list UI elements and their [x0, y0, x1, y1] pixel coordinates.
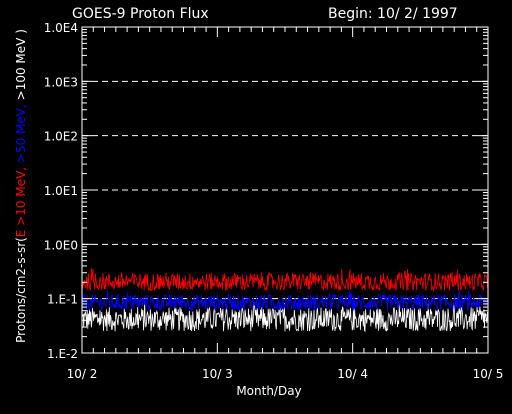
series-line-1: [81, 290, 489, 313]
series-line-2: [81, 300, 488, 333]
x-tick-labels: 10/ 2 10/ 3 10/ 4 10/ 5: [67, 367, 504, 381]
begin-date-label: Begin: 10/ 2/ 1997: [328, 6, 458, 22]
x-axis-label: Month/Day: [236, 384, 301, 398]
y-tick-label: 1.0E0: [44, 238, 78, 252]
chart-title: GOES-9 Proton Flux: [72, 6, 209, 22]
series-layer: [81, 268, 489, 333]
y-tick-label: 1.0E2: [44, 130, 78, 144]
y-axis-label-part-4: >100 MeV ): [14, 29, 28, 104]
gridlines: [82, 80, 488, 300]
y-tick-labels: 1.E-2 1.E-1 1.0E0 1.0E1 1.0E2 1.0E3 1.0E4: [44, 21, 78, 361]
x-tick-label: 10/ 2: [67, 367, 98, 381]
y-axis-label-part-0: Protons/cm2-s-sr(: [14, 237, 28, 343]
y-tick-label: 1.E-1: [47, 293, 78, 307]
y-axis-label-part-3: >50 MeV,: [14, 104, 28, 163]
y-tick-label: 1.0E3: [44, 75, 78, 89]
x-tick-label: 10/ 3: [202, 367, 233, 381]
y-tick-label: 1.0E1: [44, 184, 78, 198]
y-axis-label-part-1: E >10 MeV,: [14, 167, 28, 237]
series-line-0: [81, 268, 489, 292]
y-axis-label: Protons/cm2-s-sr(E >10 MeV, >50 MeV, >10…: [14, 29, 28, 343]
y-tick-label: 1.E-2: [47, 347, 78, 361]
x-tick-label: 10/ 5: [473, 367, 504, 381]
y-tick-label: 1.0E4: [44, 21, 78, 35]
x-tick-label: 10/ 4: [337, 367, 368, 381]
axes-layer: [81, 26, 489, 354]
